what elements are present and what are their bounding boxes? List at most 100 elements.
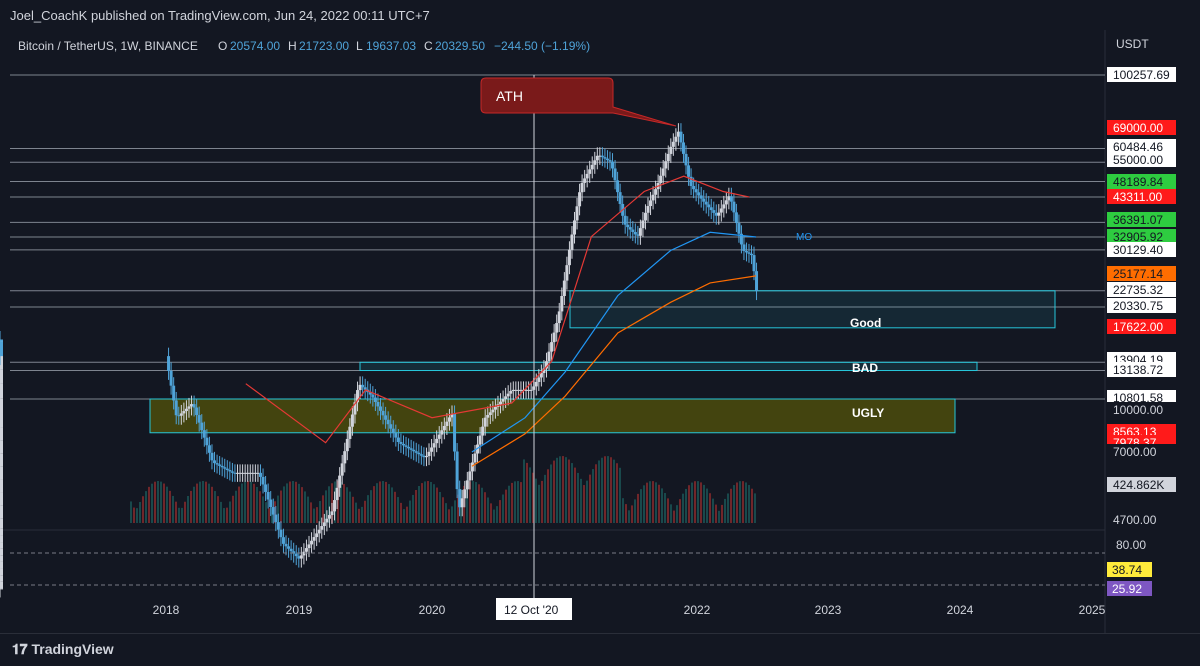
candle-body (276, 522, 280, 530)
volume-bar (742, 481, 744, 523)
volume-bar (391, 487, 393, 523)
volume-bar (355, 502, 357, 523)
candle-body (350, 414, 354, 427)
price-label-text: 22735.32 (1113, 283, 1163, 297)
candle-body (458, 489, 462, 508)
candle-body (0, 383, 3, 399)
candle-body (271, 507, 275, 515)
volume-bar (286, 483, 288, 523)
price-label-text: 424.862K (1113, 478, 1164, 492)
candle-body (455, 451, 459, 490)
tradingview-footer: 𝟏𝟕 TradingView (0, 633, 1200, 666)
candle-body (404, 445, 408, 447)
volume-bar (490, 503, 492, 523)
rsi-badge (1107, 581, 1152, 596)
price-label-text: 25177.14 (1113, 267, 1163, 281)
candle-body (223, 467, 227, 469)
candle-body (340, 463, 344, 476)
candle-body (501, 398, 505, 402)
candle-body (666, 153, 670, 162)
volume-bar (649, 481, 651, 523)
ath-callout[interactable]: ATH (480, 77, 677, 127)
candle-body (322, 522, 326, 527)
volume-bar (130, 501, 132, 523)
volume-bar (667, 498, 669, 523)
candle-body (233, 472, 237, 474)
candle-body (417, 452, 421, 455)
candle-body (552, 332, 556, 343)
rsi-ma-badge (1107, 562, 1152, 577)
candle-body (575, 206, 579, 221)
candle-body (516, 389, 520, 391)
candle-body (714, 212, 718, 216)
candle-body (177, 415, 181, 417)
candle-body (453, 413, 457, 452)
volume-bar (385, 481, 387, 523)
candle-body (742, 244, 746, 252)
volume-bar (721, 504, 723, 523)
zone-bad (359, 361, 978, 372)
candle-body (628, 227, 632, 230)
volume-bar (298, 483, 300, 523)
candle-body (737, 223, 741, 234)
ema-orange-line (471, 275, 757, 467)
candle-body (299, 555, 303, 559)
price-candles (0, 123, 759, 598)
candle-body (676, 131, 680, 137)
symbol-name: Bitcoin / TetherUS, 1W, BINANCE (18, 39, 198, 53)
volume-bar (274, 501, 276, 523)
candle-body (534, 381, 538, 387)
volume-bar (400, 502, 402, 523)
volume-bar (532, 472, 534, 523)
candle-body (414, 451, 418, 453)
volume-bar (454, 500, 456, 523)
volume-bar (418, 485, 420, 523)
candle-body (519, 389, 523, 391)
candle-body (251, 472, 255, 474)
candle-body (567, 249, 571, 266)
candle-body (269, 499, 273, 508)
volume-bar (529, 467, 531, 523)
volume-bar (370, 490, 372, 523)
candle-body (704, 201, 708, 205)
candle-body (661, 168, 665, 176)
candle-body (605, 158, 609, 161)
volume-bar (568, 459, 570, 523)
ath-label: ATH (496, 88, 523, 104)
candle-body (468, 471, 472, 481)
candle-body (694, 189, 698, 193)
volume-bar (580, 478, 582, 523)
x-tick-label: 2022 (684, 603, 711, 617)
volume-bar (673, 510, 675, 523)
candle-body (465, 480, 469, 490)
volume-bar (628, 510, 630, 523)
volume-bar (229, 501, 231, 523)
candle-body (749, 253, 753, 256)
volume-bar (661, 488, 663, 523)
price-label-text: 13138.72 (1113, 363, 1163, 377)
candle-body (200, 422, 204, 431)
volume-bar (655, 482, 657, 523)
price-label-text: 30129.40 (1113, 243, 1163, 257)
candle-body (669, 146, 673, 154)
chart-area[interactable]: Bitcoin / TetherUS, 1W, BINANCE O 20574.… (0, 30, 1200, 633)
crosshair-date: 12 Oct '20 (504, 603, 559, 617)
candle-body (338, 475, 342, 488)
candle-body (537, 377, 541, 382)
mo-label: MO (796, 232, 812, 243)
candle-body (509, 390, 513, 394)
volume-bar (253, 483, 255, 523)
volume-bar (658, 484, 660, 523)
price-label-badge (1107, 152, 1176, 167)
candle-body (719, 208, 723, 213)
volume-bar (145, 491, 147, 523)
candle-body (376, 401, 380, 407)
change-value: −244.50 (−1.19%) (494, 39, 590, 53)
candle-body (626, 224, 630, 228)
candle-body (442, 425, 446, 431)
tradingview-logo[interactable]: 𝟏𝟕 TradingView (12, 641, 114, 658)
zone-ugly-label: UGLY (852, 406, 884, 420)
volume-bar (214, 491, 216, 523)
volume-bar (472, 481, 474, 523)
volume-bar (283, 486, 285, 523)
